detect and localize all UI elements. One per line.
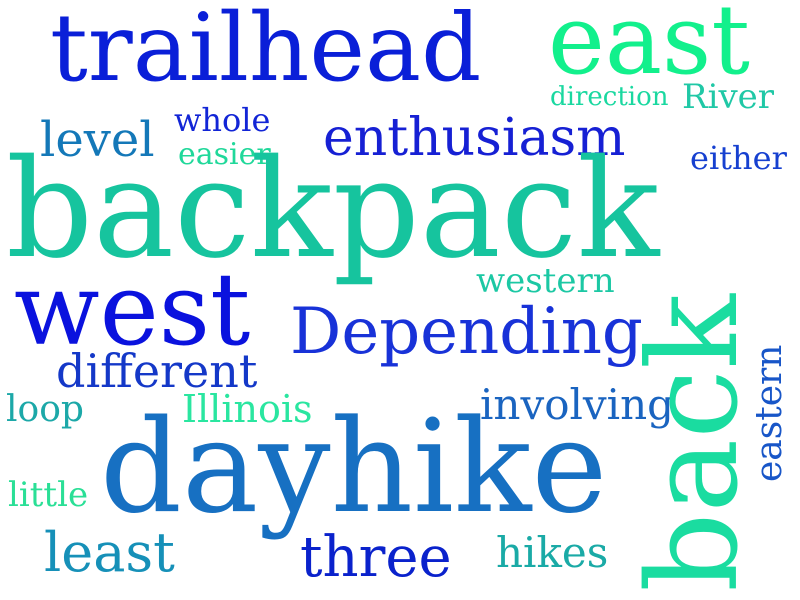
word-eastern: eastern [749, 344, 790, 482]
word-backpack: backpack [6, 131, 660, 289]
word-east: east [548, 0, 750, 96]
word-dayhike: dayhike [100, 393, 608, 542]
word-trailhead: trailhead [50, 0, 482, 103]
word-west: west [14, 251, 251, 368]
word-little: little [8, 475, 89, 515]
word-river: River [682, 77, 775, 117]
word-three: three [300, 525, 452, 590]
word-hikes: hikes [496, 528, 609, 577]
word-easier: easier [178, 137, 271, 172]
word-different: different [56, 344, 258, 398]
word-illinois: Illinois [182, 387, 313, 431]
word-loop: loop [6, 389, 84, 430]
word-depending: Depending [290, 295, 643, 369]
word-either: either [690, 139, 787, 177]
word-enthusiasm: enthusiasm [323, 108, 626, 168]
word-western: western [476, 261, 615, 301]
word-least: least [44, 521, 175, 584]
word-back: back [622, 294, 766, 592]
word-involving: involving [480, 380, 675, 429]
word-direction: direction [550, 82, 669, 112]
word-whole: whole [174, 101, 271, 139]
word-level: level [40, 112, 155, 168]
